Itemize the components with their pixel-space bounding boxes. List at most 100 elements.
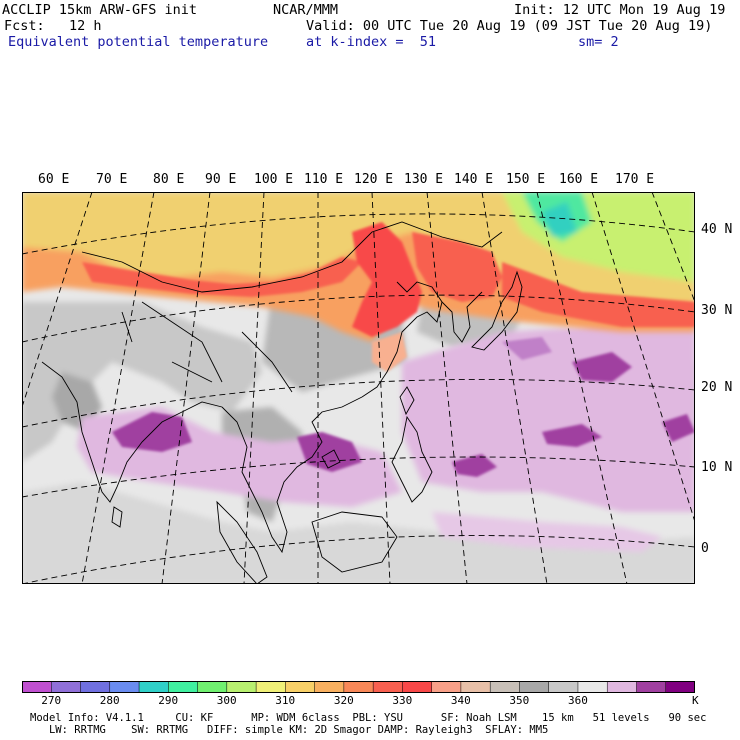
meridian-160e [591, 192, 695, 523]
purple-patch-wpac-2 [572, 352, 632, 382]
legend-tick-label: 280 [99, 694, 120, 707]
legend-swatch [168, 681, 199, 693]
legend-tick-label: 310 [275, 694, 296, 707]
legend-tick-label: 340 [450, 694, 471, 707]
lon-label-130e: 130 E [404, 172, 444, 187]
meridian-130e [426, 192, 468, 584]
legend-tick-label: 350 [509, 694, 530, 707]
graticule [22, 192, 695, 584]
legend-swatch [489, 681, 520, 693]
legend-swatch [109, 681, 140, 693]
meridian-140e [481, 192, 548, 584]
legend-swatch [314, 681, 345, 693]
lon-label-170e: 170 E [615, 172, 655, 187]
red-ridge-east [502, 262, 695, 327]
purple-patch-wpac-3 [542, 424, 602, 447]
purple-patch-wpac-4 [662, 414, 695, 442]
legend-tick-label: 300 [216, 694, 237, 707]
legend-swatch [519, 681, 550, 693]
lon-label-90e: 90 E [205, 172, 237, 187]
lon-label-60e: 60 E [38, 172, 70, 187]
lon-label-110e: 110 E [304, 172, 344, 187]
model-info-line-1: Model Info: V4.1.1 CU: KF MP: WDM 6class… [30, 712, 707, 724]
legend-swatch [255, 681, 286, 693]
legend-swatch [51, 681, 82, 693]
legend-swatch [606, 681, 638, 693]
lon-label-120e: 120 E [354, 172, 394, 187]
green-patch-north-2 [542, 202, 577, 237]
legend-swatch [402, 681, 433, 693]
coast-indochina [221, 396, 363, 554]
model-title: ACCLIP 15km ARW-GFS init [2, 2, 198, 18]
legend-swatch [80, 681, 111, 693]
legend-tick-label: 290 [158, 694, 179, 707]
salmon-patch-coast [372, 332, 407, 372]
lat-label-0: 0 [701, 541, 709, 556]
meridian-70e [22, 192, 93, 408]
color-legend [22, 681, 695, 693]
legend-tick-label: 330 [392, 694, 413, 707]
meridian-90e [161, 192, 211, 584]
legend-swatch [197, 681, 228, 693]
purple-patch-wpac-1 [452, 454, 497, 477]
legend-swatch [431, 681, 462, 693]
parallel-30n [22, 294, 695, 343]
grey-field-sea [22, 482, 695, 584]
smoothing-label: sm= 2 [578, 34, 619, 50]
organization-label: NCAR/MMM [273, 2, 339, 18]
lon-label-160e: 160 E [559, 172, 599, 187]
meridian-80e [81, 192, 155, 584]
parallel-10n [22, 456, 695, 498]
parallel-40n [22, 213, 695, 255]
purple-patch-wpac-5 [502, 337, 552, 360]
legend-swatch [577, 681, 608, 693]
meridian-150e [536, 192, 628, 584]
island-sumatra [216, 500, 268, 584]
red-ridge-northeast [412, 232, 502, 302]
legend-swatch [548, 681, 579, 693]
legend-swatch [460, 681, 491, 693]
legend-tick-label: 270 [41, 694, 62, 707]
legend-tick-label: 320 [333, 694, 354, 707]
legend-swatch [285, 681, 316, 693]
lon-label-70e: 70 E [96, 172, 128, 187]
legend-swatch [138, 681, 169, 693]
parallel-20n [22, 378, 695, 428]
coast-korea [441, 291, 483, 343]
legend-swatch [372, 681, 403, 693]
model-info-line-2: LW: RRTMG SW: RRTMG DIFF: simple KM: 2D … [30, 724, 549, 736]
meridian-120e [371, 192, 391, 584]
red-ridge-china [352, 222, 422, 337]
legend-swatch [636, 681, 667, 693]
coast-india [41, 361, 223, 503]
map-frame [22, 192, 695, 584]
red-ridge-west [82, 257, 362, 297]
islands-borneo [311, 511, 398, 573]
island-hainan [321, 449, 341, 469]
lat-label-40n: 40 N [701, 222, 733, 237]
lat-label-20n: 20 N [701, 380, 733, 395]
legend-swatch [665, 681, 695, 693]
valid-time: Valid: 00 UTC Tue 20 Aug 19 (09 JST Tue … [306, 18, 713, 34]
parallel-0 [22, 535, 695, 584]
island-srilanka [111, 506, 123, 528]
lon-label-80e: 80 E [153, 172, 185, 187]
legend-swatch [22, 681, 52, 693]
island-taiwan [399, 386, 415, 416]
island-japan [471, 270, 523, 351]
init-time: Init: 12 UTC Mon 19 Aug 19 [514, 2, 726, 18]
lat-label-30n: 30 N [701, 303, 733, 318]
lon-label-100e: 100 E [254, 172, 294, 187]
legend-swatch [226, 681, 257, 693]
theta-e-map [22, 192, 695, 584]
level-label: at k-index = 51 [306, 34, 437, 50]
legend-tick-label: K [692, 694, 699, 707]
lon-label-150e: 150 E [506, 172, 546, 187]
lon-label-140e: 140 E [454, 172, 494, 187]
field-name: Equivalent potential temperature [8, 34, 269, 50]
legend-tick-label: 360 [568, 694, 588, 707]
legend-swatch [343, 681, 374, 693]
violet-field-pacific-south [432, 512, 662, 552]
islands-philippines [391, 415, 433, 503]
legend-frame [22, 681, 695, 693]
